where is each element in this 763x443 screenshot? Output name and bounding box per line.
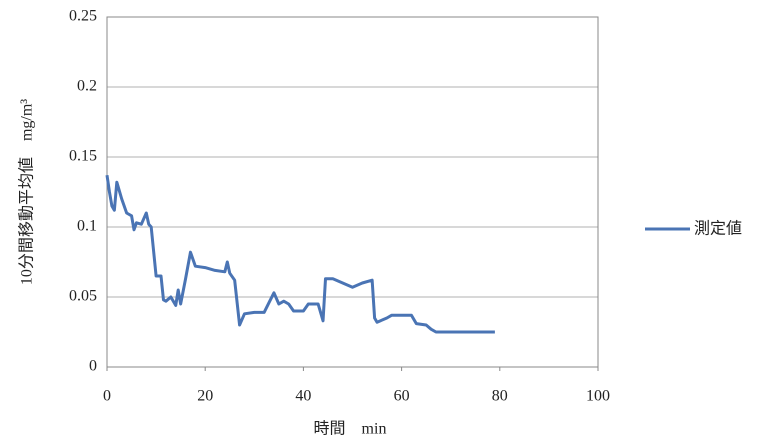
x-tick-label: 20 — [197, 388, 213, 405]
x-tick-label: 40 — [295, 388, 311, 405]
x-axis-label: 時間 min — [314, 420, 387, 438]
y-tick-label: 0.1 — [77, 218, 97, 235]
y-tick-label: 0.15 — [69, 148, 97, 165]
x-tick-label: 0 — [103, 388, 111, 405]
y-tick-label: 0 — [89, 358, 97, 375]
x-tick-label: 60 — [394, 388, 410, 405]
x-tick-label: 100 — [586, 388, 610, 405]
y-tick-label: 0.05 — [69, 288, 97, 305]
y-axis-label: 10分間移動平均値 mg/m³ — [18, 99, 36, 285]
x-tick-label: 80 — [492, 388, 508, 405]
plot-frame — [106, 16, 599, 368]
y-tick-label: 0.2 — [77, 78, 97, 95]
data-line — [105, 174, 495, 334]
legend-label: 測定値 — [694, 219, 742, 238]
y-tick-label: 0.25 — [69, 8, 97, 25]
